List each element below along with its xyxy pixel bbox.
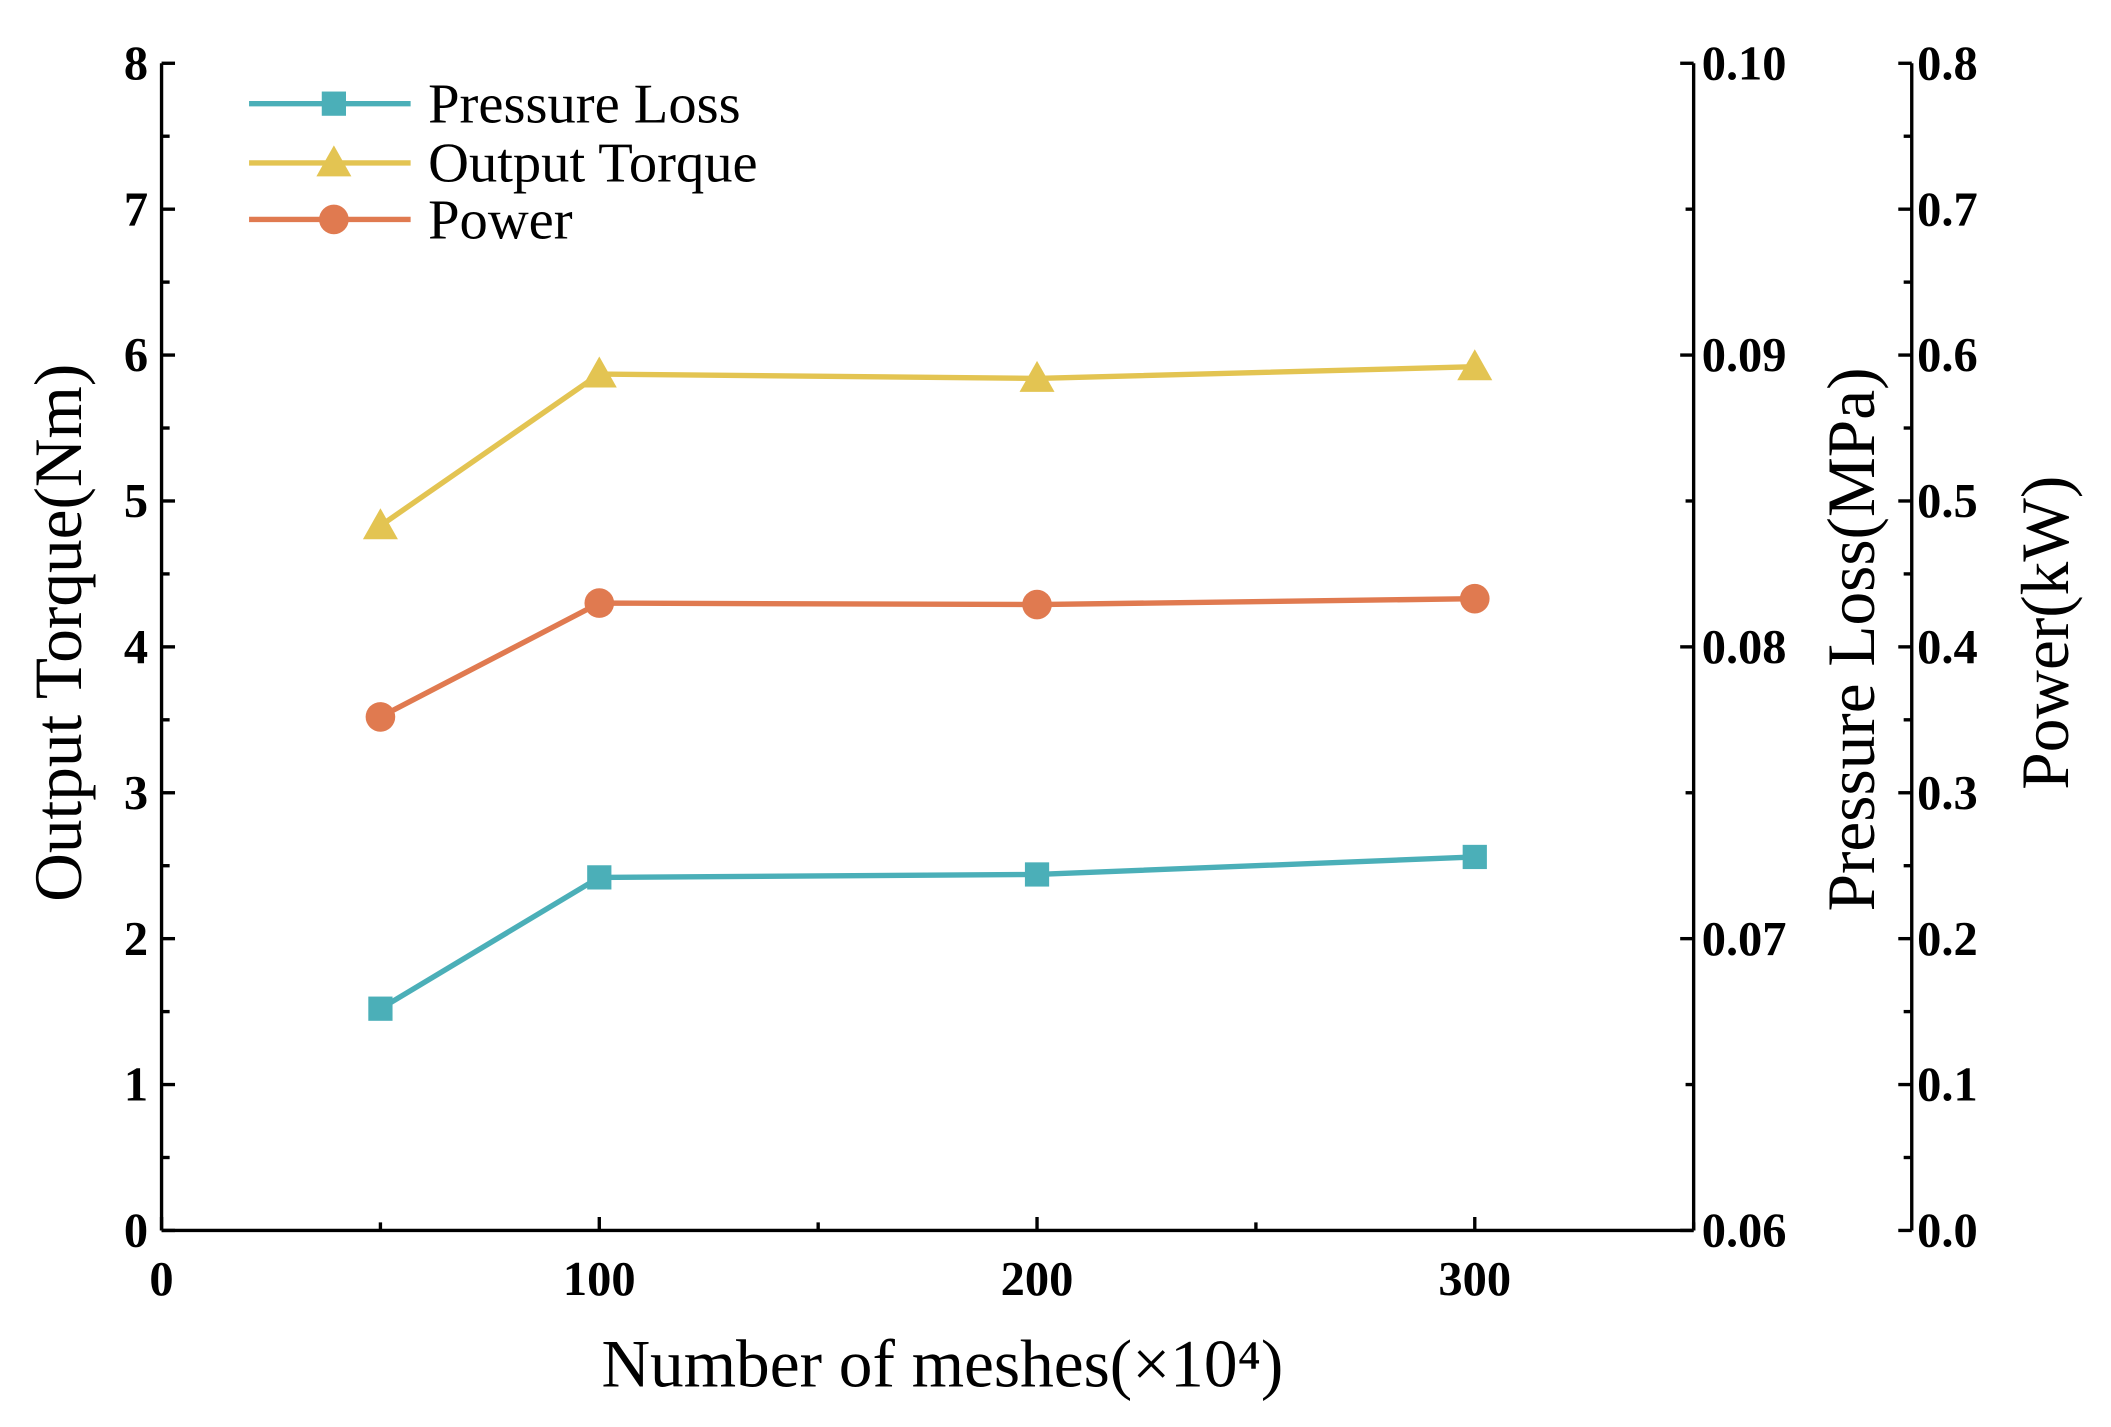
power-tick-label: 0.7 — [1917, 183, 1978, 236]
left-tick-label: 4 — [124, 621, 148, 674]
legend-label-pressure-loss: Pressure Loss — [428, 74, 740, 136]
power-tick-label: 0.6 — [1917, 329, 1978, 382]
left-tick-label: 1 — [124, 1059, 148, 1112]
left-tick-label: 8 — [124, 37, 148, 90]
power-tick-label: 0.0 — [1917, 1205, 1978, 1258]
legend-marker-power — [319, 204, 349, 235]
left-tick-label: 6 — [124, 329, 148, 382]
pressure-tick-label: 0.07 — [1702, 913, 1787, 966]
output-torque-point — [1457, 349, 1493, 381]
left-tick-label: 2 — [124, 913, 148, 966]
x-tick-label: 100 — [563, 1253, 636, 1306]
output-torque-line — [378, 364, 1475, 528]
pressure-loss-line — [379, 854, 1475, 1011]
x-axis-label: Number of meshes(×10⁴) — [601, 1327, 1283, 1402]
power-tick-label: 0.5 — [1917, 475, 1978, 528]
pressure-loss-point — [1024, 862, 1050, 887]
power-point — [1022, 589, 1052, 620]
x-tick-label: 300 — [1438, 1253, 1511, 1306]
pressure-loss-point — [1462, 844, 1487, 870]
x-tick-label: 200 — [1001, 1253, 1074, 1306]
left-tick-label: 5 — [124, 475, 148, 528]
left-tick-label: 0 — [124, 1205, 148, 1258]
output-torque-point — [1019, 360, 1055, 392]
power-tick-label: 0.1 — [1917, 1059, 1978, 1112]
x-tick-label: 0 — [149, 1253, 173, 1306]
legend-label-output-torque: Output Torque — [428, 133, 757, 195]
power-axis-label: Power(kW) — [2008, 476, 2083, 790]
power-point — [584, 588, 615, 618]
power-tick-label: 0.2 — [1917, 913, 1978, 966]
pressure-loss-point — [587, 865, 612, 890]
legend-label-power: Power — [428, 189, 573, 251]
power-point — [1459, 583, 1490, 614]
pressure-tick-label: 0.08 — [1702, 621, 1787, 674]
pressure-loss-point — [368, 996, 393, 1021]
pressure-axis-label: Pressure Loss(MPa) — [1814, 367, 1889, 911]
pressure-tick-label: 0.10 — [1702, 37, 1787, 90]
pressure-tick-label: 0.06 — [1702, 1205, 1787, 1258]
power-tick-label: 0.3 — [1917, 767, 1978, 820]
left-tick-label: 7 — [124, 183, 148, 236]
legend-marker-output-torque — [316, 145, 352, 177]
power-tick-label: 0.8 — [1917, 37, 1978, 90]
pressure-tick-label: 0.09 — [1702, 329, 1787, 382]
legend-marker-pressure-loss — [321, 91, 346, 116]
power-line — [379, 596, 1475, 720]
series-marks — [362, 349, 1493, 1021]
output-torque-point — [581, 356, 617, 388]
output-torque-point — [362, 508, 398, 540]
power-point — [365, 702, 396, 732]
power-tick-label: 0.4 — [1917, 621, 1978, 674]
left-tick-label: 3 — [124, 767, 148, 820]
axes: 0 100 200 300 0 1 2 3 4 5 6 7 8 0.06 0.07 0.08 0.09 0.10 0… — [124, 37, 1978, 1306]
left-axis-label: Output Torque(Nm) — [21, 364, 96, 902]
